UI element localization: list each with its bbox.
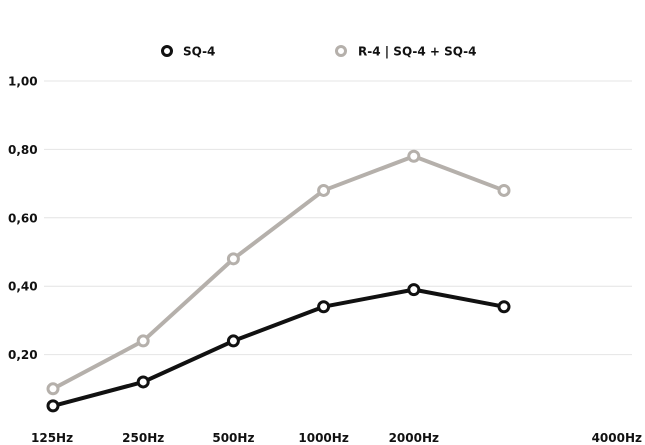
legend-label-series-1: SQ-4: [183, 45, 215, 59]
legend-marker-series-1: [161, 45, 173, 57]
y-tick-label-3: 0,40: [8, 280, 38, 294]
y-tick-label-0: 1,00: [8, 75, 38, 89]
x-tick-label-2: 500Hz: [212, 431, 254, 445]
series-2-point-4: [407, 149, 421, 163]
y-tick-label-1: 0,80: [8, 143, 38, 157]
legend-item-series-2: R-4 | SQ-4 + SQ-4: [335, 45, 477, 59]
x-tick-label-4: 2000Hz: [389, 431, 439, 445]
series-1-point-4: [407, 283, 421, 297]
series-2-point-0: [46, 382, 60, 396]
x-tick-label-1: 250Hz: [122, 431, 164, 445]
series-1-point-1: [136, 375, 150, 389]
series-line-2: [51, 154, 506, 391]
legend-marker-series-2: [335, 45, 347, 57]
series-2: [46, 149, 511, 396]
series-2-point-3: [317, 183, 331, 197]
legend-item-series-1: SQ-4: [161, 45, 215, 59]
legend-label-series-2: R-4 | SQ-4 + SQ-4: [358, 45, 477, 59]
series-1-point-3: [317, 300, 331, 314]
series-1-point-2: [226, 334, 240, 348]
series-line-1: [51, 287, 506, 408]
series-2-point-5: [497, 183, 511, 197]
y-axis-tick-labels: 1,00 0,80 0,60 0,40 0,20: [8, 75, 38, 363]
y-tick-label-2: 0,60: [8, 211, 38, 225]
gridlines: [44, 80, 632, 356]
series-2-point-1: [136, 334, 150, 348]
series-2-point-2: [226, 252, 240, 266]
data-series: [46, 149, 511, 413]
legend: SQ-4 R-4 | SQ-4 + SQ-4: [161, 45, 477, 59]
x-axis-tick-labels: 125Hz 250Hz 500Hz 1000Hz 2000Hz 4000Hz: [31, 431, 642, 445]
y-tick-label-4: 0,20: [8, 348, 38, 362]
series-1-point-0: [46, 399, 60, 413]
x-tick-label-3: 1000Hz: [298, 431, 348, 445]
x-tick-label-0: 125Hz: [31, 431, 73, 445]
series-1: [46, 283, 511, 413]
series-1-point-5: [497, 300, 511, 314]
x-tick-label-5: 4000Hz: [592, 431, 642, 445]
